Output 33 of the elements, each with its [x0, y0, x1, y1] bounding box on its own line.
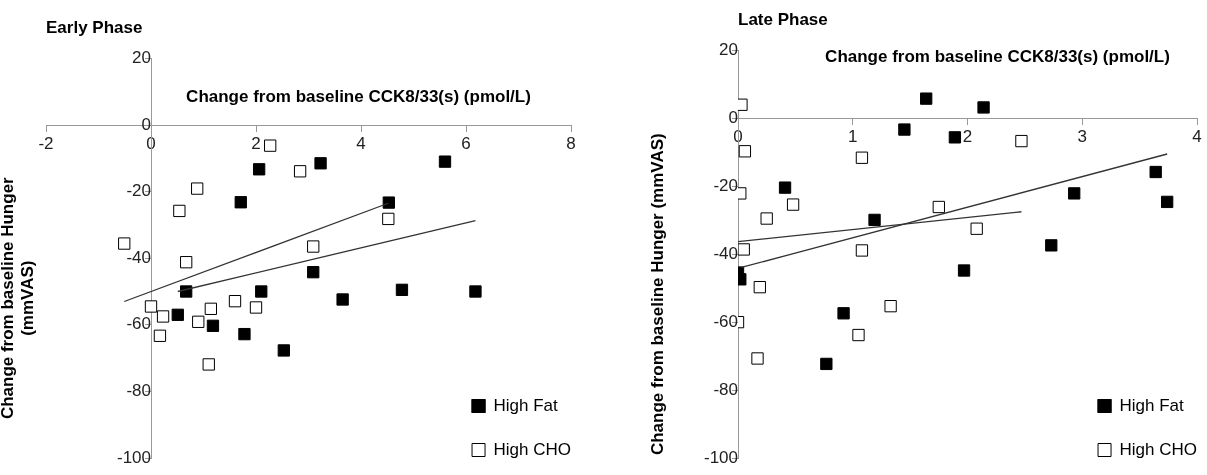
- legend-label: High CHO: [1119, 439, 1198, 459]
- y-tick-label: -100: [703, 447, 738, 467]
- x-tick-label: 3: [1077, 127, 1087, 147]
- y-tick-label: -40: [126, 247, 151, 267]
- x-tick-label: 4: [356, 133, 366, 153]
- y-tick-label: 0: [728, 108, 738, 128]
- legend-label: High CHO: [493, 439, 572, 459]
- x-tick-label: 6: [461, 133, 471, 153]
- y-axis-title: Change from baseline Hunger (mmVAS): [647, 133, 667, 456]
- y-tick-label: -80: [713, 379, 738, 399]
- x-axis-title: Change from baseline CCK8/33(s) (pmol/L): [825, 46, 1170, 66]
- y-tick-label: -40: [713, 243, 738, 263]
- x-tick-label: -2: [38, 133, 54, 153]
- x-tick-label: 2: [962, 127, 973, 147]
- y-tick-label: 20: [132, 48, 151, 68]
- x-axis-title: Change from baseline CCK8/33(s) (pmol/L): [186, 86, 531, 106]
- legend-label: High Fat: [493, 395, 559, 415]
- legend-label: High Fat: [1119, 395, 1185, 415]
- y-tick-label: 20: [719, 40, 738, 60]
- y-tick-label: -100: [116, 447, 151, 467]
- y-tick-label: -80: [126, 381, 151, 401]
- y-tick-label: -20: [126, 181, 151, 201]
- x-tick-label: 4: [1192, 127, 1202, 147]
- x-tick-label: 2: [251, 133, 261, 153]
- chart-title: Early Phase: [46, 17, 143, 37]
- y-tick-label: -60: [713, 311, 738, 331]
- y-axis-title: Change from baseline Hunger (mmVAS): [0, 176, 37, 420]
- y-tick-label: 0: [141, 114, 151, 134]
- y-tick-label: -20: [713, 175, 738, 195]
- x-tick-label: 1: [848, 127, 858, 147]
- chart-title: Late Phase: [738, 9, 828, 29]
- x-tick-label: 8: [566, 133, 576, 153]
- y-tick-label: -60: [126, 314, 151, 334]
